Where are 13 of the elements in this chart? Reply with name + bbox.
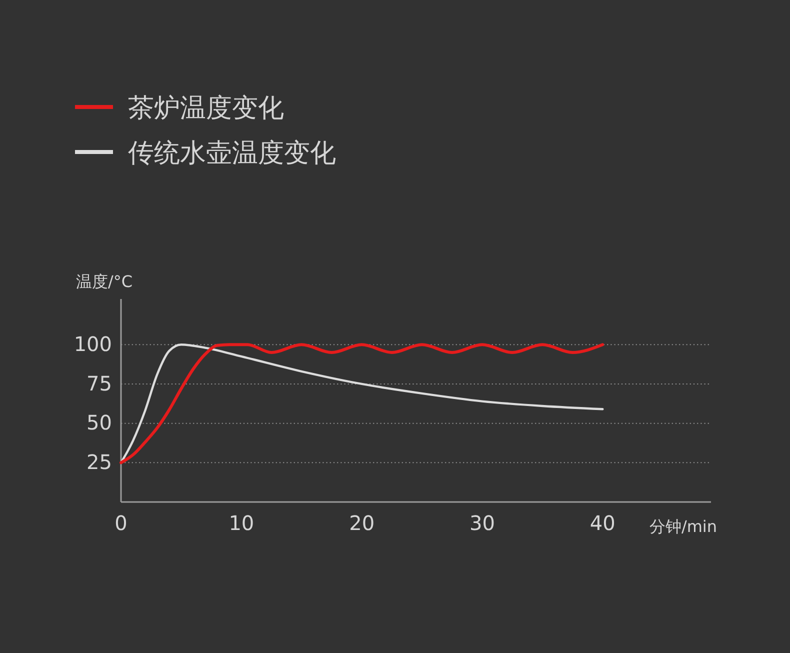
x-tick-label: 40	[590, 511, 616, 536]
legend-label: 茶炉温度变化	[128, 93, 284, 124]
x-tick-label: 10	[228, 511, 254, 536]
y-tick-label: 25	[86, 450, 112, 474]
y-tick-label: 100	[74, 332, 112, 356]
legend-label: 传统水壶温度变化	[128, 138, 336, 168]
x-axis-title: 分钟/min	[649, 517, 717, 536]
x-tick-label: 30	[470, 511, 495, 536]
x-tick-label: 20	[349, 511, 375, 536]
y-tick-label: 75	[86, 371, 112, 396]
x-tick-label: 0	[114, 511, 128, 536]
y-axis-title: 温度/°C	[76, 272, 133, 291]
y-tick-label: 50	[86, 410, 112, 435]
